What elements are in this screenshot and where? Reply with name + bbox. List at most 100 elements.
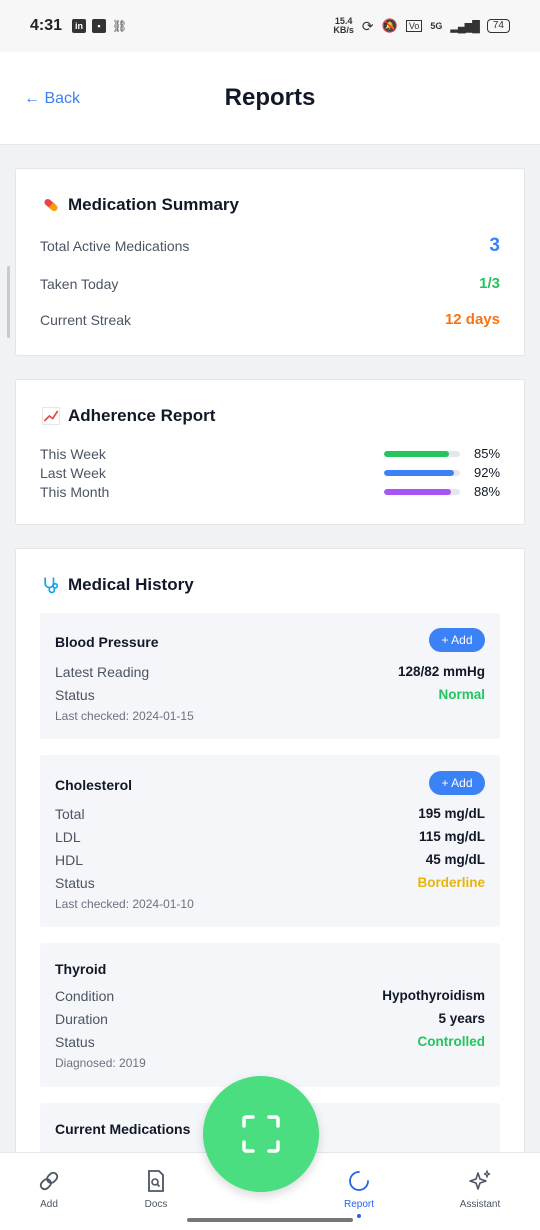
scroll-indicator <box>7 266 10 338</box>
diagnosed-note: Diagnosed: 2019 <box>55 1056 146 1070</box>
nav-label: Add <box>40 1199 58 1210</box>
document-search-icon <box>148 1170 164 1192</box>
back-button[interactable]: ← Back <box>24 90 81 107</box>
section-title: Current Medications <box>55 1121 191 1137</box>
row-label: Taken Today <box>40 275 119 292</box>
row-value: 1/3 <box>479 275 500 292</box>
last-checked: Last checked: 2024-01-10 <box>55 897 194 911</box>
section-title: Cholesterol <box>55 777 133 793</box>
hdl-row: HDL 45 mg/dL <box>55 852 485 868</box>
row-value: 195 mg/dL <box>418 806 485 821</box>
row-value: 5 years <box>438 1011 485 1026</box>
pill-icon <box>44 198 58 212</box>
duration-row: Duration 5 years <box>55 1011 485 1027</box>
app-notification-icon: ▪ <box>92 19 107 33</box>
adherence-report-title: Adherence Report <box>40 406 215 426</box>
link-icon <box>39 1171 59 1191</box>
nav-assistant[interactable]: Assistant <box>445 1169 515 1210</box>
sparkles-icon <box>469 1169 491 1190</box>
row-value: 128/82 mmHg <box>397 664 485 679</box>
battery-icon: 74 <box>486 19 510 33</box>
last-checked: Last checked: 2024-01-15 <box>55 709 194 723</box>
thyroid-section: Thyroid Condition Hypothyroidism Duratio… <box>40 943 500 1087</box>
progress-bar <box>384 469 460 476</box>
summary-row-streak: Current Streak 12 days <box>40 311 500 328</box>
nav-report[interactable]: Report <box>324 1169 394 1218</box>
ldl-row: LDL 115 mg/dL <box>55 829 485 845</box>
row-label: Total Active Medications <box>40 238 190 254</box>
row-label: Status <box>55 1034 95 1050</box>
row-label: This Month <box>40 483 110 500</box>
row-label: LDL <box>55 829 81 845</box>
card-title-text: Medical History <box>68 575 194 594</box>
volte-icon: Vo <box>405 20 423 32</box>
row-label: Current Streak <box>40 311 132 328</box>
add-blood-pressure-button[interactable]: + Add <box>429 628 485 652</box>
row-value: 115 mg/dL <box>418 829 485 844</box>
network-type: 5G <box>430 21 443 31</box>
speed-value: 15.4 <box>334 16 353 26</box>
condition-row: Condition Hypothyroidism <box>55 988 485 1004</box>
progress-bar <box>384 450 460 457</box>
signal-icon: ▂▄▆█ <box>450 20 479 33</box>
row-value: 12 days <box>444 311 500 328</box>
hotspot-icon: ⟳ <box>361 17 374 34</box>
adherence-row-month: This Month 88% <box>40 482 500 501</box>
row-label: Status <box>55 687 95 703</box>
row-label: This Week <box>40 445 106 462</box>
row-label: Status <box>55 875 95 891</box>
mute-icon: 🔕 <box>381 18 398 33</box>
row-label: Last Week <box>40 464 106 481</box>
chart-increasing-icon <box>42 407 60 425</box>
status-row: Status Normal <box>55 687 485 703</box>
home-indicator <box>187 1218 353 1222</box>
summary-row-taken: Taken Today 1/3 <box>40 275 500 292</box>
blood-pressure-section: Blood Pressure + Add Latest Reading 128/… <box>40 613 500 739</box>
row-percent: 85% <box>474 446 501 461</box>
status-value: Controlled <box>417 1034 486 1049</box>
stethoscope-icon <box>44 577 59 594</box>
row-label: Condition <box>55 988 115 1004</box>
status-row: Status Borderline <box>55 875 485 891</box>
network-speed: 15.4 KB/s <box>333 17 354 35</box>
linkedin-icon: in <box>72 19 87 33</box>
row-label: HDL <box>55 852 84 868</box>
header: ← Back Reports <box>0 52 540 145</box>
speed-unit: KB/s <box>333 25 354 35</box>
active-indicator <box>357 1214 361 1218</box>
status-value: Borderline <box>417 875 485 890</box>
progress-fill <box>384 488 451 495</box>
progress-fill <box>384 450 449 457</box>
card-title-text: Medication Summary <box>68 195 239 214</box>
row-label: Latest Reading <box>55 664 150 680</box>
status-value: Normal <box>438 687 485 702</box>
adherence-report-card: Adherence Report This Week 85% Last Week… <box>15 379 525 525</box>
section-title: Blood Pressure <box>55 634 159 650</box>
scan-button[interactable] <box>203 1076 319 1192</box>
row-value: 45 mg/dL <box>425 852 485 867</box>
reading-row: Latest Reading 128/82 mmHg <box>55 664 485 680</box>
status-row: Status Controlled <box>55 1034 485 1050</box>
nav-label: Docs <box>144 1199 168 1210</box>
medication-summary-title: Medication Summary <box>40 195 239 215</box>
row-label: Duration <box>55 1011 108 1027</box>
status-bar: 4:31 in ▪ ⛓ 15.4 KB/s ⟳ 🔕 Vo 5G ▂▄▆█ 74 <box>0 0 540 52</box>
card-title-text: Adherence Report <box>68 406 216 425</box>
nav-docs[interactable]: Docs <box>121 1169 191 1210</box>
page-title: Reports <box>224 84 316 111</box>
nav-add[interactable]: Add <box>14 1169 84 1210</box>
row-percent: 92% <box>474 465 501 480</box>
row-value: 3 <box>489 235 500 256</box>
scan-frame-icon <box>242 1115 280 1153</box>
row-label: Total <box>55 806 85 822</box>
nav-label: Report <box>343 1199 374 1210</box>
summary-row-active: Total Active Medications 3 <box>40 235 500 257</box>
add-cholesterol-button[interactable]: + Add <box>429 771 485 795</box>
medication-summary-card: Medication Summary Total Active Medicati… <box>15 168 525 356</box>
adherence-row-last-week: Last Week 92% <box>40 463 500 482</box>
cholesterol-section: Cholesterol + Add Total 195 mg/dL LDL 11… <box>40 755 500 927</box>
progress-bar <box>384 488 460 495</box>
adherence-row-week: This Week 85% <box>40 444 500 463</box>
row-percent: 88% <box>474 484 501 499</box>
status-time: 4:31 <box>30 17 63 34</box>
